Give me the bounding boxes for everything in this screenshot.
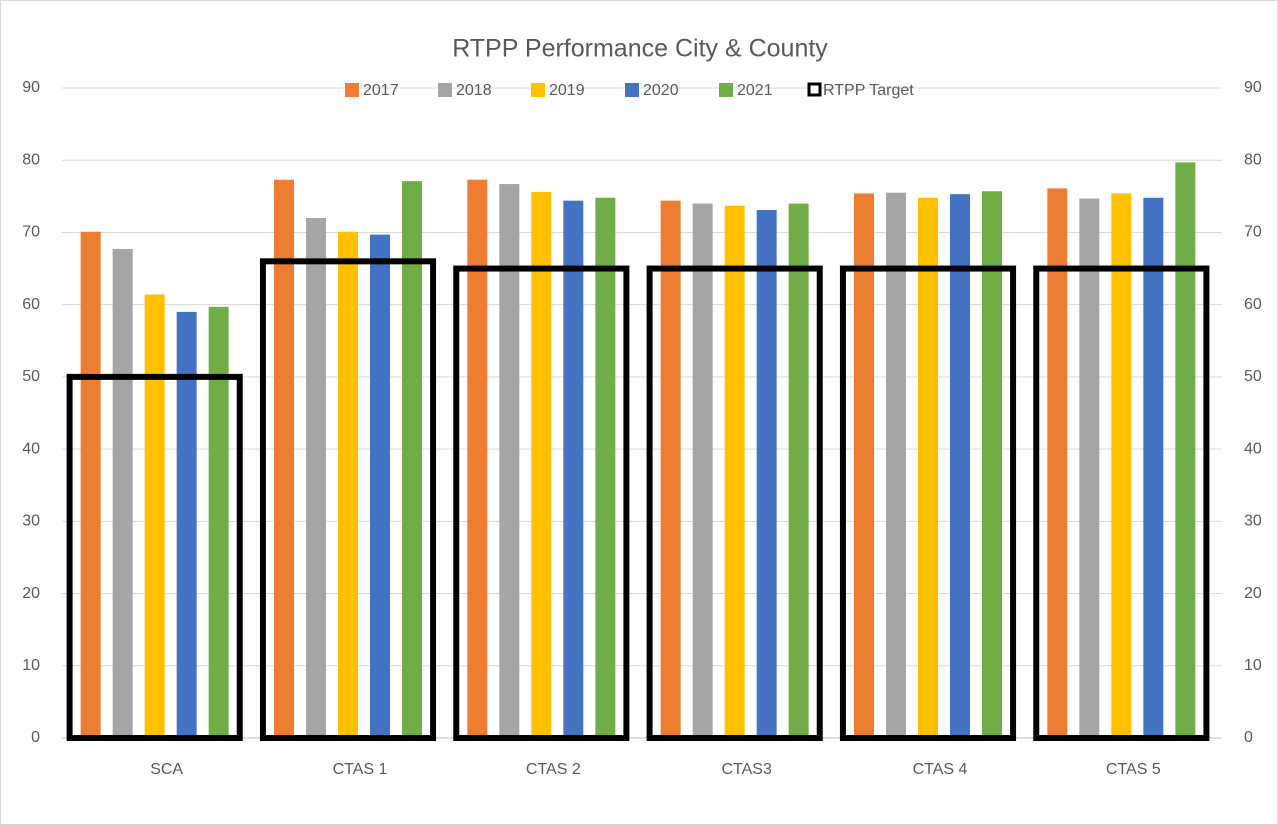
y-tick-label: 10	[22, 657, 40, 674]
bar	[1111, 193, 1132, 738]
y-tick-label: 30	[22, 513, 40, 530]
y2-tick-label: 40	[1244, 440, 1262, 457]
y-tick-label: 40	[22, 440, 40, 457]
y-tick-label: 0	[31, 729, 40, 746]
y-tick-label: 80	[22, 151, 40, 168]
bar	[1143, 197, 1164, 738]
legend-label: 2019	[549, 82, 585, 99]
legend-swatch	[531, 83, 545, 97]
x-tick-label: CTAS 5	[1106, 761, 1161, 778]
bar	[756, 210, 777, 739]
y2-tick-label: 60	[1244, 296, 1262, 313]
y2-tick-label: 70	[1244, 224, 1262, 241]
bar	[886, 192, 906, 738]
target-box	[259, 258, 437, 741]
target-box	[646, 265, 823, 741]
bar	[982, 191, 1002, 738]
bar	[724, 205, 745, 738]
y-tick-label: 70	[22, 224, 40, 241]
legend-swatch	[719, 83, 733, 97]
bar	[563, 200, 584, 738]
bar	[402, 181, 422, 738]
bar	[144, 294, 165, 738]
x-tick-label: CTAS 1	[333, 761, 388, 778]
legend-swatch	[807, 82, 822, 97]
x-tick-label: CTAS 4	[913, 761, 968, 778]
target-box	[66, 373, 243, 741]
bar	[80, 231, 101, 738]
y2-tick-label: 10	[1244, 657, 1262, 674]
legend-swatch	[625, 83, 639, 97]
y2-tick-label: 90	[1244, 79, 1262, 96]
y2-tick-label: 0	[1244, 729, 1253, 746]
bar	[1079, 198, 1100, 738]
target-box	[1033, 265, 1210, 741]
bar	[595, 197, 616, 738]
y2-tick-label: 50	[1244, 368, 1262, 385]
x-tick-label: CTAS 2	[526, 761, 581, 778]
bar	[1047, 188, 1068, 738]
bar	[176, 311, 197, 738]
bar	[1175, 162, 1196, 738]
y-tick-label: 90	[22, 79, 40, 96]
bar	[788, 203, 809, 739]
bar	[660, 200, 681, 738]
y-tick-label: 50	[22, 368, 40, 385]
bar	[950, 194, 970, 738]
bar	[531, 192, 552, 738]
bar	[370, 234, 390, 738]
y2-tick-label: 80	[1244, 151, 1262, 168]
y2-tick-label: 20	[1244, 585, 1262, 602]
bar	[499, 184, 520, 739]
bar	[338, 231, 358, 738]
legend-swatch	[345, 83, 359, 97]
target-box	[839, 265, 1017, 741]
legend-swatch	[438, 83, 452, 97]
legend-label: 2018	[456, 82, 492, 99]
x-tick-label: SCA	[150, 761, 183, 778]
y-tick-label: 20	[22, 585, 40, 602]
bar	[854, 193, 874, 738]
bar	[274, 179, 294, 738]
bar	[112, 249, 133, 739]
x-tick-label: CTAS3	[721, 761, 771, 778]
bar	[208, 306, 229, 738]
target-box	[453, 265, 630, 741]
legend-label: 2021	[737, 82, 773, 99]
y-tick-label: 60	[22, 296, 40, 313]
chart-title: RTPP Performance City & County	[452, 35, 828, 63]
bar	[467, 179, 488, 738]
legend-label: 2020	[643, 82, 679, 99]
bar	[918, 197, 938, 738]
bar	[692, 203, 713, 739]
legend-label: 2017	[363, 82, 399, 99]
y2-tick-label: 30	[1244, 513, 1262, 530]
legend-label: RTPP Target	[823, 82, 914, 99]
bar	[306, 218, 326, 738]
